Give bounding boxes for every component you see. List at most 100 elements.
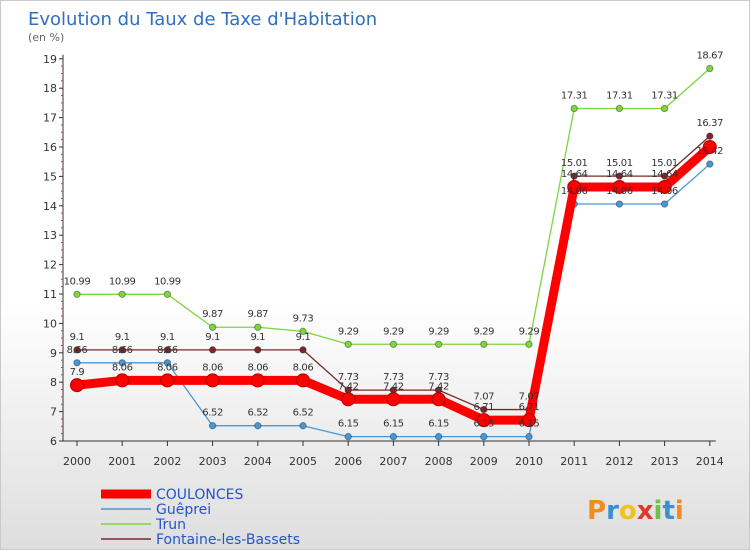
data-label: 10.99 bbox=[64, 276, 91, 287]
data-label: 6.15 bbox=[428, 419, 449, 430]
data-point bbox=[386, 392, 401, 407]
legend-label: COULONCES bbox=[156, 487, 243, 503]
data-label: 6.15 bbox=[338, 419, 359, 430]
brand-letter: x bbox=[637, 496, 654, 526]
data-point bbox=[480, 432, 488, 441]
data-point bbox=[73, 359, 81, 367]
data-point bbox=[341, 392, 356, 407]
x-tick-label: 2014 bbox=[696, 455, 724, 468]
y-tick-label: 18 bbox=[43, 82, 57, 95]
data-label: 6.52 bbox=[202, 408, 223, 419]
y-tick-label: 11 bbox=[43, 288, 57, 301]
data-label: 7.07 bbox=[519, 392, 540, 403]
data-point bbox=[522, 413, 536, 428]
legend-label: Trun bbox=[155, 517, 186, 533]
data-point bbox=[70, 378, 84, 393]
brand-letter: r bbox=[606, 496, 619, 526]
brand-letter: i bbox=[675, 496, 684, 526]
y-tick-label: 14 bbox=[43, 200, 57, 213]
data-label: 7.73 bbox=[428, 372, 449, 383]
data-label: 8.66 bbox=[67, 345, 88, 356]
data-label: 9.29 bbox=[519, 326, 540, 337]
data-label: 17.31 bbox=[606, 90, 633, 101]
data-point bbox=[476, 413, 491, 428]
legend-label: Fontaine-les-Bassets bbox=[156, 532, 300, 548]
data-label: 8.06 bbox=[112, 362, 133, 373]
data-point bbox=[160, 373, 175, 388]
data-point bbox=[208, 346, 217, 354]
data-label: 7.73 bbox=[338, 372, 359, 383]
data-label: 15.01 bbox=[561, 158, 588, 169]
data-point bbox=[706, 160, 714, 168]
x-tick-label: 2001 bbox=[108, 455, 136, 468]
data-label: 6.71 bbox=[519, 402, 540, 413]
data-point bbox=[344, 340, 352, 348]
data-point bbox=[389, 432, 398, 441]
data-point bbox=[657, 179, 672, 194]
x-tick-label: 2008 bbox=[425, 455, 453, 468]
data-label: 15.01 bbox=[651, 158, 678, 169]
series-trun bbox=[73, 64, 714, 348]
data-point bbox=[570, 172, 578, 180]
data-label: 6.71 bbox=[473, 402, 494, 413]
y-tick-label: 9 bbox=[50, 347, 57, 360]
x-tick-label: 2011 bbox=[560, 455, 588, 468]
series-coulonces bbox=[70, 140, 717, 428]
data-label: 8.06 bbox=[247, 362, 268, 373]
series-fontaine-les-bassets bbox=[73, 132, 714, 414]
legend-label: Guêprei bbox=[156, 502, 211, 518]
chart-subtitle: (en %) bbox=[28, 31, 64, 44]
data-label: 14.64 bbox=[561, 169, 588, 180]
data-label: 7.73 bbox=[383, 372, 404, 383]
data-label: 7.42 bbox=[338, 381, 359, 392]
data-point bbox=[344, 432, 352, 441]
data-label: 9.29 bbox=[383, 326, 404, 337]
data-point bbox=[615, 172, 624, 180]
data-label: 9.73 bbox=[293, 313, 314, 324]
data-point bbox=[431, 392, 446, 407]
data-label: 6.15 bbox=[519, 419, 540, 430]
data-label: 9.1 bbox=[296, 332, 311, 343]
data-point bbox=[615, 104, 624, 113]
y-tick-label: 19 bbox=[43, 53, 57, 66]
series-layer: 10.99 10.99 10.99 9.87 9.87 9.73 9.29 9.29 9.29 9… bbox=[64, 51, 724, 441]
data-label: 14.64 bbox=[606, 169, 633, 180]
x-tick-label: 2000 bbox=[63, 455, 91, 468]
data-point bbox=[163, 290, 172, 298]
data-point bbox=[296, 373, 310, 388]
x-tick-label: 2010 bbox=[515, 455, 543, 468]
y-tick-label: 17 bbox=[43, 112, 57, 125]
y-tick-label: 7 bbox=[50, 406, 57, 419]
data-label: 18.67 bbox=[696, 51, 723, 62]
data-point bbox=[73, 290, 81, 298]
data-label: 9.1 bbox=[205, 332, 220, 343]
data-label: 7.07 bbox=[473, 392, 494, 403]
data-label: 9.29 bbox=[428, 326, 449, 337]
data-label: 16.37 bbox=[696, 118, 723, 129]
data-label: 10.99 bbox=[154, 276, 181, 287]
data-point bbox=[660, 200, 669, 208]
data-point bbox=[612, 179, 627, 194]
series-line bbox=[77, 68, 711, 345]
data-point bbox=[434, 340, 443, 348]
x-tick-label: 2006 bbox=[334, 455, 362, 468]
data-label: 7.42 bbox=[428, 381, 449, 392]
data-point bbox=[660, 172, 669, 180]
data-point bbox=[525, 340, 533, 348]
data-label: 14.64 bbox=[651, 169, 678, 180]
data-label: 9.29 bbox=[473, 326, 494, 337]
data-point bbox=[567, 179, 582, 194]
y-tick-label: 13 bbox=[43, 229, 57, 242]
data-point bbox=[163, 359, 172, 367]
data-point bbox=[299, 346, 307, 354]
x-tick-label: 2009 bbox=[470, 455, 498, 468]
data-point bbox=[73, 346, 81, 354]
x-tick-label: 2002 bbox=[153, 455, 181, 468]
data-point bbox=[702, 140, 717, 154]
data-point bbox=[254, 346, 262, 354]
y-tick-label: 15 bbox=[43, 170, 57, 183]
data-point bbox=[163, 346, 172, 354]
data-point bbox=[434, 432, 443, 441]
